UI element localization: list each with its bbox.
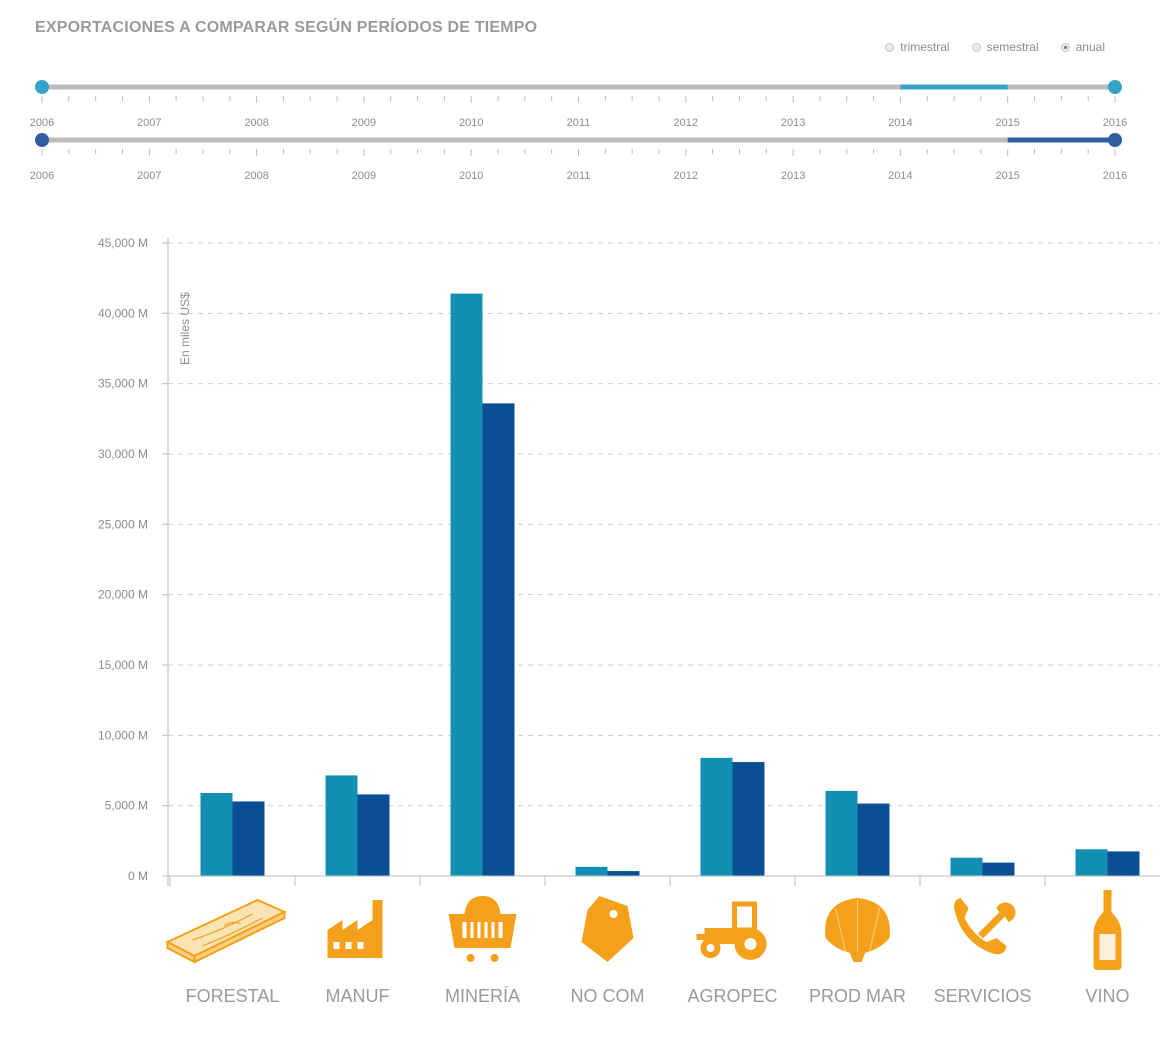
y-tick-label: 15,000 M — [98, 658, 148, 672]
bar-miner-a-s2 — [482, 403, 515, 876]
slider-year-label: 2007 — [137, 117, 161, 129]
bar-miner-a-s1 — [450, 293, 483, 876]
bar-agropec-s2 — [732, 762, 765, 876]
category-label: MANUF — [326, 986, 390, 1006]
radio-trimestral-circle[interactable] — [885, 42, 895, 52]
price-tag-icon — [581, 896, 634, 962]
category-label: FORESTAL — [186, 986, 280, 1006]
slider-year-label: 2006 — [30, 117, 54, 129]
y-tick-label: 30,000 M — [98, 447, 148, 461]
page-title: EXPORTACIONES A COMPARAR SEGÚN PERÍODOS … — [35, 19, 538, 36]
period-sliders[interactable]: 2006 2007 2008 2009 2010 2011 2012 2013 2014 2015… — [30, 80, 1127, 182]
category-label: VINO — [1085, 986, 1129, 1006]
wine-bottle-icon — [1093, 890, 1122, 970]
slider-handle-end[interactable] — [1108, 133, 1122, 147]
bar-vino-s2 — [1107, 851, 1140, 876]
y-tick-label: 45,000 M — [98, 236, 148, 250]
y-tick-label: 20,000 M — [98, 588, 148, 602]
slider-year-label: 2010 — [459, 170, 483, 182]
wood-plank-icon — [165, 898, 287, 964]
bar-manuf-s1 — [325, 775, 358, 876]
seashell-icon — [825, 898, 890, 962]
radio-trimestral[interactable]: trimestral — [885, 40, 950, 54]
bar-servicios-s1 — [950, 857, 983, 876]
radio-semestral-label: semestral — [986, 40, 1039, 54]
bar-prod-mar-s2 — [857, 803, 890, 876]
category-icons — [165, 890, 1122, 970]
slider-year-label: 2008 — [244, 170, 268, 182]
x-axis: FORESTAL MANUF MINERÍA NO COM AGROPEC PROD MA… — [168, 875, 1160, 1006]
slider-year-label: 2014 — [888, 117, 912, 129]
slider-range_2[interactable]: 2006 2007 2008 2009 2010 2011 2012 2013 2014 2015… — [30, 133, 1127, 182]
y-tick-label: 0 M — [128, 869, 148, 883]
category-label: NO COM — [571, 986, 645, 1006]
radio-anual[interactable]: anual — [1060, 40, 1105, 54]
radio-anual-label: anual — [1075, 40, 1105, 54]
slider-year-label: 2016 — [1103, 170, 1127, 182]
slider-year-label: 2013 — [781, 117, 805, 129]
slider-year-label: 2012 — [674, 117, 698, 129]
category-label: SERVICIOS — [934, 986, 1032, 1006]
category-label: MINERÍA — [445, 986, 520, 1006]
bar-agropec-s1 — [700, 757, 733, 876]
y-axis-label: En miles US$ — [178, 292, 192, 365]
slider-year-label: 2013 — [781, 170, 805, 182]
bar-forestal-s2 — [232, 801, 265, 876]
tractor-icon — [696, 901, 767, 960]
slider-year-label: 2009 — [352, 170, 376, 182]
bar-manuf-s2 — [357, 794, 390, 876]
slider-year-label: 2011 — [567, 117, 591, 129]
radio-anual-circle[interactable] — [1060, 42, 1070, 52]
category-label: PROD MAR — [809, 986, 906, 1006]
slider-year-label: 2014 — [888, 170, 912, 182]
category-label: AGROPEC — [687, 986, 777, 1006]
slider-year-label: 2008 — [244, 117, 268, 129]
bar-prod-mar-s1 — [825, 790, 858, 876]
slider-year-label: 2009 — [352, 117, 376, 129]
radio-semestral-circle[interactable] — [971, 42, 981, 52]
factory-icon — [327, 900, 383, 958]
y-tick-label: 5,000 M — [105, 799, 148, 813]
bar-servicios-s2 — [982, 862, 1015, 876]
slider-year-label: 2007 — [137, 170, 161, 182]
y-tick-label: 25,000 M — [98, 517, 148, 531]
slider-year-label: 2016 — [1103, 117, 1127, 129]
y-axis: 0 M 5,000 M 10,000 M 15,000 M 20,000 M 25,000… — [98, 236, 169, 886]
slider-year-label: 2012 — [674, 170, 698, 182]
phone-wrench-icon — [954, 898, 1016, 955]
slider-year-label: 2010 — [459, 117, 483, 129]
slider-year-label: 2015 — [995, 117, 1019, 129]
bars — [200, 293, 1140, 876]
bar-forestal-s1 — [200, 793, 233, 876]
slider-handle-start[interactable] — [35, 133, 49, 147]
y-tick-label: 40,000 M — [98, 306, 148, 320]
bar-vino-s1 — [1075, 849, 1108, 876]
slider-handle-end[interactable] — [1108, 80, 1122, 94]
slider-handle-start[interactable] — [35, 80, 49, 94]
y-tick-label: 10,000 M — [98, 728, 148, 742]
slider-range_1[interactable]: 2006 2007 2008 2009 2010 2011 2012 2013 2014 2015… — [30, 80, 1127, 129]
y-tick-label: 35,000 M — [98, 377, 148, 391]
bar-no-com-s1 — [575, 866, 608, 876]
slider-year-label: 2011 — [567, 170, 591, 182]
mining-cart-icon — [448, 896, 517, 962]
slider-year-label: 2015 — [995, 170, 1019, 182]
radio-semestral[interactable]: semestral — [971, 40, 1039, 54]
bar-no-com-s2 — [607, 871, 640, 876]
radio-trimestral-label: trimestral — [900, 40, 950, 54]
slider-year-label: 2006 — [30, 170, 54, 182]
period-radio-group[interactable]: trimestral semestral anual — [885, 40, 1105, 54]
chart-grid — [168, 242, 1160, 807]
